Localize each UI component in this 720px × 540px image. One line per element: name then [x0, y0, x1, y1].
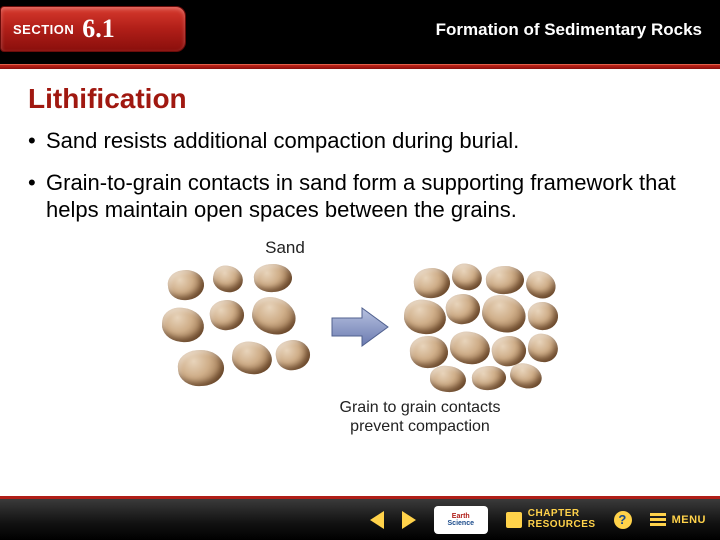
bullet-item: • Grain-to-grain contacts in sand form a…	[28, 169, 692, 224]
diagram-row	[145, 262, 575, 392]
grain	[471, 364, 507, 391]
grain	[450, 261, 485, 293]
help-button[interactable]: ?	[614, 511, 632, 529]
footer-bar: Earth Science CHAPTER RESOURCES ? MENU	[0, 496, 720, 540]
content-area: Lithification • Sand resists additional …	[0, 69, 720, 436]
slide-heading: Lithification	[28, 83, 692, 115]
grain	[253, 262, 293, 293]
grain	[211, 263, 246, 295]
chip-label: CHAPTER	[528, 509, 596, 520]
grain	[508, 360, 545, 391]
lithification-diagram: Sand	[145, 238, 575, 436]
bullet-text: Sand resists additional compaction durin…	[46, 127, 519, 155]
grain	[527, 300, 560, 331]
chapter-resources-button[interactable]: CHAPTER RESOURCES	[506, 509, 596, 530]
grain	[522, 267, 559, 302]
grain	[485, 264, 525, 295]
grain	[409, 334, 449, 369]
grain-cluster-loose	[158, 262, 318, 392]
resources-icon	[506, 512, 522, 528]
earth-science-online-logo[interactable]: Earth Science	[434, 506, 488, 534]
grain	[444, 291, 483, 326]
chapter-title: Formation of Sedimentary Rocks	[436, 20, 702, 40]
menu-icon	[650, 513, 666, 526]
grain	[230, 339, 274, 376]
chip-label: MENU	[672, 514, 706, 526]
grain	[208, 297, 247, 332]
slide: SECTION 6.1 Formation of Sedimentary Roc…	[0, 0, 720, 540]
grain	[273, 336, 312, 372]
grain	[478, 290, 530, 336]
grain	[429, 364, 467, 392]
menu-button[interactable]: MENU	[650, 513, 706, 526]
grain	[248, 292, 300, 338]
diagram-top-label: Sand	[0, 238, 575, 258]
nav-back-icon[interactable]	[370, 511, 384, 529]
caption-line: prevent compaction	[350, 418, 490, 435]
bullet-item: • Sand resists additional compaction dur…	[28, 127, 692, 155]
section-number: 6.1	[82, 14, 115, 44]
question-icon: ?	[614, 511, 632, 529]
diagram-caption: Grain to grain contacts prevent compacti…	[265, 398, 575, 436]
logo-text: Science	[448, 520, 474, 527]
logo-text: Earth	[452, 513, 470, 520]
grain	[166, 267, 206, 302]
bullet-marker: •	[28, 127, 46, 155]
caption-line: Grain to grain contacts	[340, 399, 501, 416]
arrow-icon	[330, 304, 390, 350]
bullet-text: Grain-to-grain contacts in sand form a s…	[46, 169, 692, 224]
grain	[412, 265, 452, 300]
bullet-marker: •	[28, 169, 46, 224]
section-label: SECTION	[13, 22, 74, 37]
diagram-container: Sand	[28, 238, 692, 436]
nav-forward-icon[interactable]	[402, 511, 416, 529]
grain	[448, 329, 492, 366]
chip-label: RESOURCES	[528, 520, 596, 531]
grain	[160, 305, 205, 343]
grain	[402, 297, 447, 335]
grain	[177, 348, 225, 387]
header-bar: SECTION 6.1 Formation of Sedimentary Roc…	[0, 0, 720, 64]
grain	[526, 331, 560, 364]
grain-cluster-compacted	[402, 262, 562, 392]
section-tab: SECTION 6.1	[0, 6, 186, 52]
